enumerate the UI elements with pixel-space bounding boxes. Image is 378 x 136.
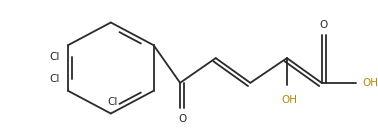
Text: OH: OH [281, 95, 297, 105]
Text: OH: OH [362, 78, 378, 88]
Text: Cl: Cl [49, 52, 59, 62]
Text: Cl: Cl [108, 97, 118, 107]
Text: Cl: Cl [49, 74, 59, 84]
Text: O: O [178, 115, 186, 124]
Text: O: O [319, 20, 328, 30]
